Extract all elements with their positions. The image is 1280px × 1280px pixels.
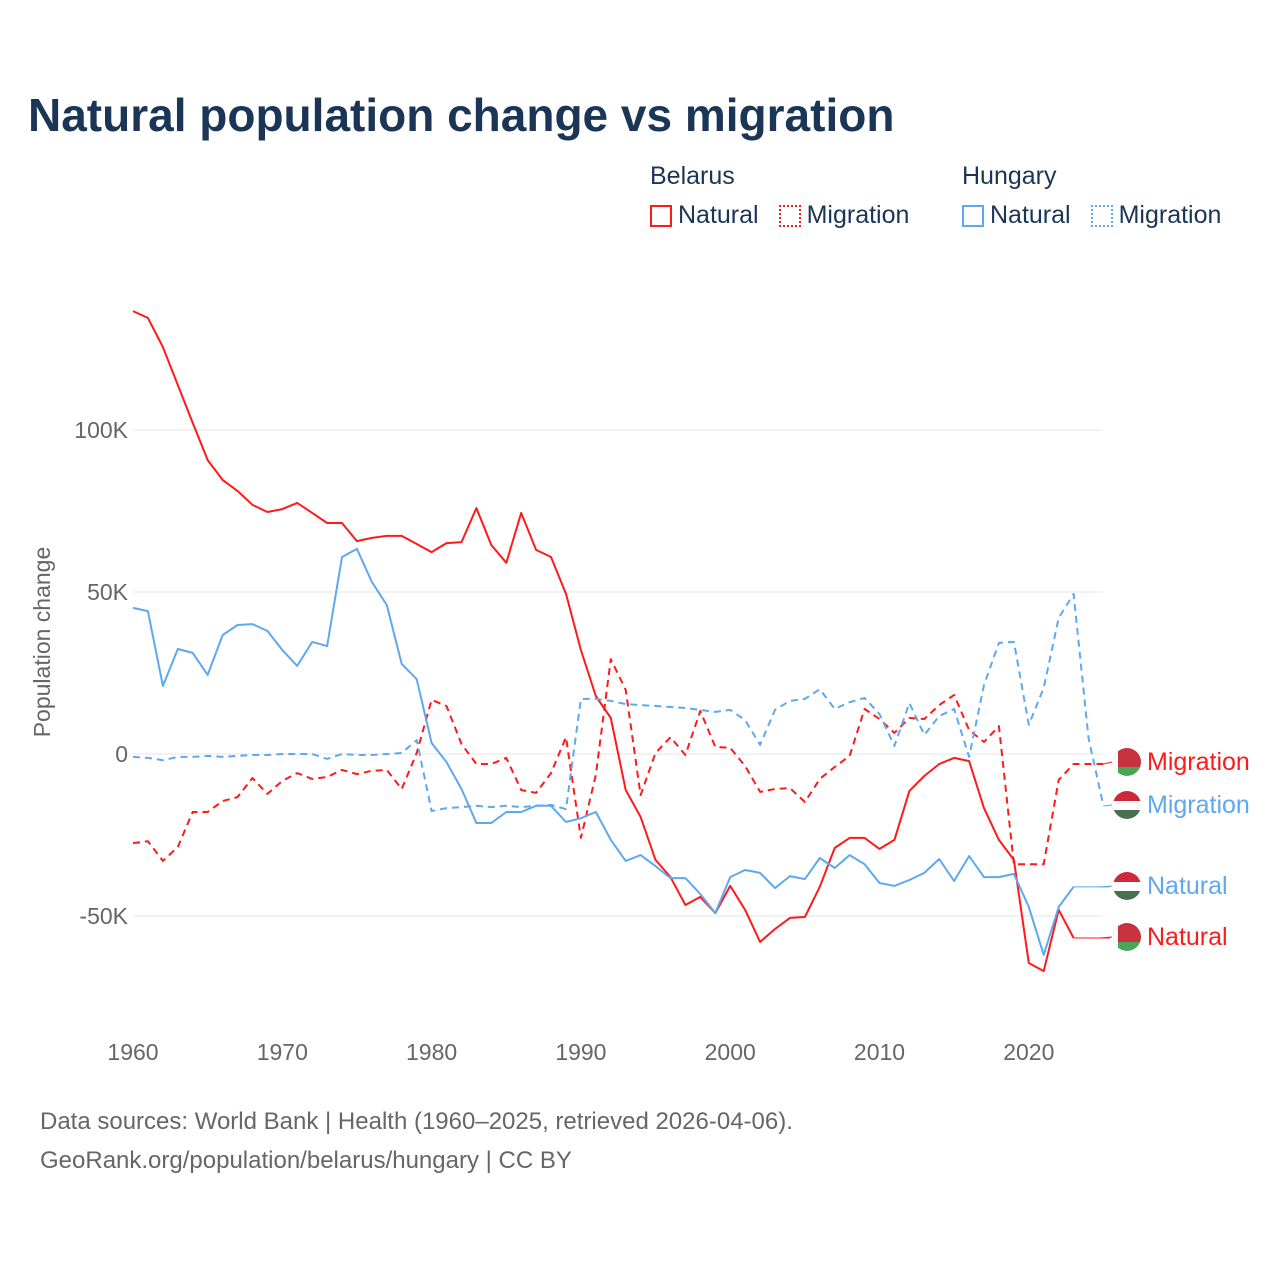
legend-belarus: Belarus Natural Migration	[650, 162, 909, 230]
legend-belarus-natural[interactable]: Natural	[650, 201, 759, 230]
hungary-migration-line	[132, 592, 1105, 812]
series-end-label: Migration	[1147, 748, 1250, 776]
legend-hungary-natural[interactable]: Natural	[962, 201, 1071, 230]
flag-stripe	[1113, 791, 1141, 801]
belarus-flag-icon	[1113, 923, 1141, 951]
hungary-flag-icon	[1113, 791, 1141, 819]
x-tick-label: 1990	[555, 1039, 606, 1065]
legend-swatch-dotted-blue	[1090, 204, 1113, 227]
y-tick-label: 50K	[87, 579, 129, 605]
belarus-natural-line	[132, 310, 1075, 973]
flag-ornament	[1113, 748, 1118, 776]
flag-stripe	[1113, 923, 1141, 942]
source-url[interactable]: GeoRank.org/population/belarus/hungary |…	[40, 1147, 572, 1174]
legend-label: Migration	[1118, 201, 1222, 229]
flag-ornament	[1113, 923, 1118, 951]
legend-label: Migration	[806, 201, 910, 229]
legend-belarus-migration[interactable]: Migration	[778, 201, 910, 230]
belarus-migration-line	[132, 658, 1104, 866]
hungary-natural-line	[132, 547, 1075, 956]
flag-stripe	[1113, 748, 1141, 767]
y-tick-label: 100K	[74, 417, 128, 443]
series-end-label: Natural	[1147, 923, 1228, 951]
flag-stripe	[1113, 872, 1141, 882]
flag-stripe	[1113, 801, 1141, 810]
legend-swatch-solid-red	[650, 204, 672, 227]
y-axis-label: Population change	[29, 547, 55, 738]
x-tick-label: 1970	[257, 1039, 308, 1065]
flag-stripe	[1113, 882, 1141, 891]
y-tick-label: 0	[115, 741, 128, 767]
legend-label: Natural	[678, 201, 759, 229]
legend-swatch-solid-blue	[962, 204, 984, 227]
source-note: Data sources: World Bank | Health (1960–…	[40, 1108, 793, 1135]
flag-stripe	[1113, 891, 1141, 900]
label-leader	[1103, 804, 1113, 807]
label-leader	[1103, 761, 1113, 765]
flag-stripe	[1113, 810, 1141, 819]
series-end-label: Migration	[1147, 791, 1250, 819]
x-tick-label: 1980	[406, 1039, 457, 1065]
flag-stripe	[1113, 767, 1141, 776]
legend-hungary-migration[interactable]: Migration	[1090, 201, 1222, 230]
hungary-flag-icon	[1113, 872, 1141, 900]
y-tick-label: -50K	[79, 903, 128, 929]
label-leader	[1099, 936, 1113, 939]
legend-swatch-dotted-red	[778, 204, 801, 227]
series-end-label: Natural	[1147, 872, 1228, 900]
legend-label: Natural	[990, 201, 1071, 229]
legend-heading-belarus: Belarus	[650, 162, 735, 190]
legend-heading-hungary: Hungary	[962, 162, 1057, 190]
x-tick-label: 2000	[705, 1039, 756, 1065]
legend-hungary: Hungary Natural Migration	[962, 162, 1221, 230]
x-tick-label: 1960	[107, 1039, 158, 1065]
belarus-flag-icon	[1113, 748, 1141, 776]
x-tick-label: 2020	[1003, 1039, 1054, 1065]
label-leader	[1099, 885, 1113, 888]
chart-title: Natural population change vs migration	[28, 89, 895, 141]
x-tick-label: 2010	[854, 1039, 905, 1065]
flag-stripe	[1113, 942, 1141, 951]
